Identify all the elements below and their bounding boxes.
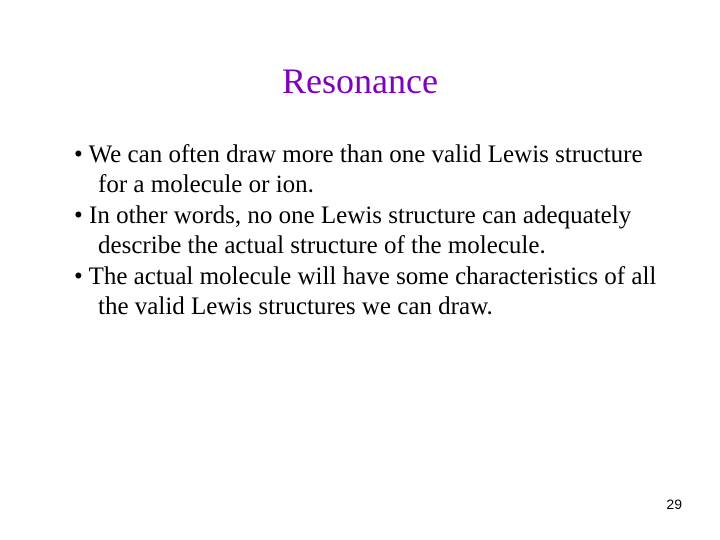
slide-container: Resonance We can often draw more than on… <box>0 0 720 540</box>
bullet-item: In other words, no one Lewis structure c… <box>50 201 670 260</box>
slide-title: Resonance <box>50 60 670 102</box>
bullet-item: The actual molecule will have some chara… <box>50 262 670 321</box>
bullet-item: We can often draw more than one valid Le… <box>50 140 670 199</box>
bullet-list: We can often draw more than one valid Le… <box>50 140 670 321</box>
page-number: 29 <box>666 496 682 512</box>
